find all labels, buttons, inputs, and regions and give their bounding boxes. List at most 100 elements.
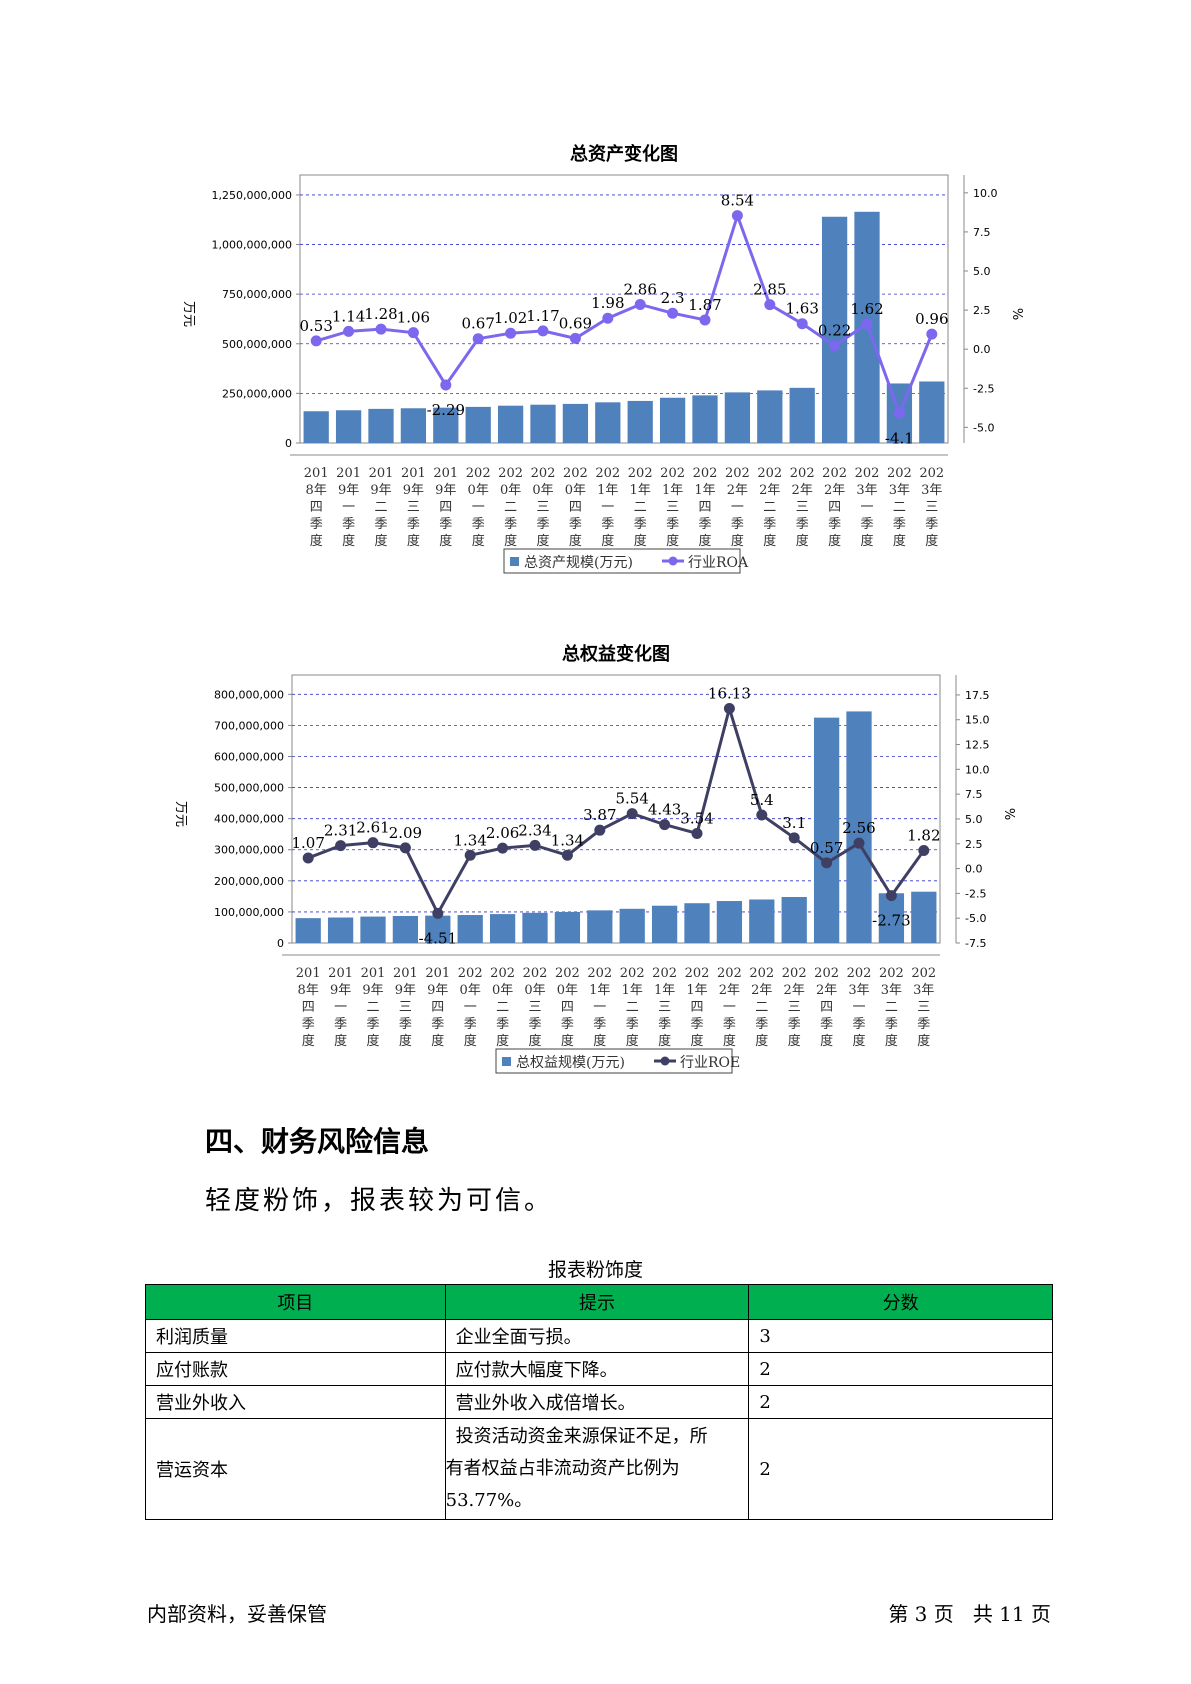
line-point [926, 328, 938, 340]
x-tick-label: 度 [561, 1033, 574, 1049]
x-tick-label: 1年 [630, 483, 651, 498]
x-tick-label: 季 [561, 1017, 574, 1032]
x-tick-label: 202 [693, 466, 718, 481]
x-tick-label: 3年 [921, 483, 942, 498]
bar [335, 410, 362, 443]
table-header-row: 项目 提示 分数 [145, 1284, 1053, 1320]
line-point [788, 832, 800, 844]
x-tick-label: 季 [439, 517, 452, 532]
x-tick-label: 一 [852, 1000, 865, 1015]
risk-table: 项目 提示 分数 利润质量 企业全面亏损。 3 应付账款 应付款大幅度下降。 2… [145, 1284, 1053, 1520]
legend-bar-swatch [510, 557, 519, 566]
x-tick-label: 202 [531, 466, 556, 481]
x-tick-label: 度 [601, 533, 614, 549]
data-label: 1.63 [785, 300, 818, 318]
x-tick-label: 季 [399, 1017, 412, 1032]
x-tick-label: 季 [496, 1017, 509, 1032]
x-tick-label: 202 [782, 966, 807, 981]
x-tick-label: 三 [528, 1000, 541, 1015]
x-tick-label: 3年 [848, 983, 869, 998]
x-tick-label: 季 [342, 517, 355, 532]
data-label: 1.98 [591, 294, 624, 312]
x-tick-label: 季 [755, 1017, 768, 1032]
x-tick-label: 度 [310, 533, 323, 549]
line-point [407, 327, 419, 339]
x-tick-label: 四 [569, 500, 582, 515]
data-label: 1.14 [332, 307, 365, 325]
row-hint: 营业外收入成倍增长。 [444, 1385, 750, 1419]
x-tick-label: 季 [310, 517, 323, 532]
x-tick-label: 202 [563, 466, 588, 481]
line-point [659, 819, 671, 831]
y2-tick-label: -5.0 [965, 912, 986, 925]
x-tick-label: 202 [855, 466, 880, 481]
data-label: 1.17 [526, 307, 559, 325]
x-tick-label: 9年 [427, 983, 448, 998]
line-point [569, 332, 581, 344]
x-tick-label: 度 [431, 1033, 444, 1049]
x-tick-label: 度 [666, 533, 679, 549]
x-tick-label: 季 [893, 517, 906, 532]
line-point [691, 827, 703, 839]
x-tick-label: 二 [374, 500, 387, 515]
row-score: 3 [748, 1319, 1053, 1353]
section-title: 四、财务风险信息 [205, 1125, 430, 1158]
table-row: 营业外收入 营业外收入成倍增长。 2 [145, 1385, 1053, 1419]
data-label: 5.54 [615, 790, 648, 808]
x-tick-label: 度 [366, 1033, 379, 1049]
x-tick-label: 202 [595, 466, 620, 481]
table-caption: 报表粉饰度 [547, 1259, 643, 1281]
x-tick-label: 季 [464, 1017, 477, 1032]
x-tick-label: 0年 [468, 483, 489, 498]
x-tick-label: 度 [504, 533, 517, 549]
y2-tick-label: 7.5 [973, 226, 991, 239]
bar [749, 899, 775, 943]
data-label: 3.1 [782, 814, 806, 832]
line-point [594, 824, 606, 836]
chart-title: 总资产变化图 [570, 143, 678, 165]
x-tick-label: 202 [587, 966, 612, 981]
bar [821, 216, 848, 443]
x-tick-label: 8年 [306, 483, 327, 498]
x-tick-label: 度 [658, 1033, 671, 1049]
x-tick-label: 四 [828, 500, 841, 515]
bar [497, 405, 524, 443]
data-label: 2.86 [623, 280, 656, 298]
total-assets-chart-svg: 总资产变化图 0 250,000,000 500,000,000 750,000,000… [181, 143, 1024, 574]
x-tick-label: 季 [366, 1017, 379, 1032]
y2-tick-label: 0.0 [965, 863, 983, 876]
bar [781, 896, 807, 943]
y2-axis-label: % [1001, 808, 1016, 820]
x-tick-label: 202 [847, 966, 872, 981]
bar [554, 911, 581, 943]
bar [465, 406, 491, 443]
x-tick-label: 202 [725, 466, 750, 481]
line-point [302, 852, 314, 864]
x-tick-label: 一 [731, 500, 744, 515]
x-tick-label: 度 [472, 533, 485, 549]
bar [595, 402, 621, 443]
legend-bar-swatch [502, 1057, 511, 1066]
x-tick-label: 三 [399, 1000, 412, 1015]
x-tick-label: 二 [763, 500, 776, 515]
bar [303, 411, 329, 443]
x-tick-label: 202 [490, 966, 515, 981]
x-tick-label: 四 [690, 1000, 703, 1015]
row-hint: 投资活动资金来源保证不足，所 有者权益占非流动资产比例为 53.77%。 [444, 1418, 750, 1520]
x-tick-label: 度 [925, 533, 938, 549]
x-tick-label: 202 [498, 466, 523, 481]
y2-tick-label: 2.5 [965, 838, 983, 851]
x-tick-label: 202 [466, 466, 491, 481]
y2-tick-label: -7.5 [965, 937, 986, 950]
x-tick-label: 度 [893, 533, 906, 549]
x-tick-label: 三 [925, 500, 938, 515]
x-tick-label: 季 [472, 517, 485, 532]
x-tick-label: 二 [504, 500, 517, 515]
data-label: 2.61 [356, 819, 389, 837]
x-tick-label: 0年 [524, 983, 545, 998]
total-equity-chart: 总权益变化图 0 100,000,000 200,000,000 300,000,000… [0, 640, 1191, 1090]
bar [692, 395, 718, 443]
x-tick-label: 二 [366, 1000, 379, 1015]
x-tick-label: 0年 [565, 483, 586, 498]
data-label: 4.43 [648, 801, 681, 819]
